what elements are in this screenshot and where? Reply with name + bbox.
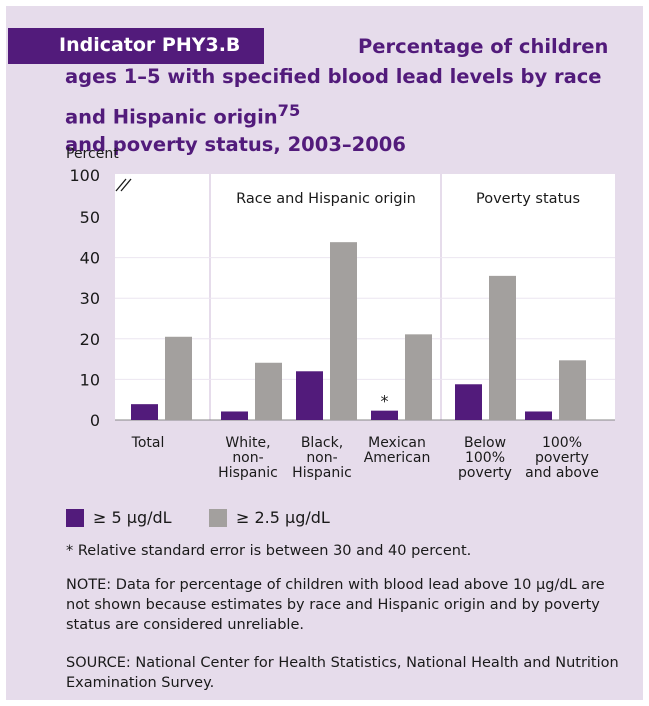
bar-5-cat-1	[221, 411, 248, 420]
legend-item-5: ≥ 5 µg/dL	[66, 507, 172, 529]
chart-title-line-1: Percentage of children	[358, 35, 609, 58]
y-axis-label: Percent	[66, 146, 119, 162]
note: NOTE: Data for percentage of children wi…	[66, 577, 605, 633]
chart-title-line-2: ages 1–5 with specified blood lead level…	[65, 65, 602, 88]
y-tick-label-50: 50	[80, 208, 100, 227]
category-label-5-line-0: 100%	[542, 435, 582, 451]
category-label-5-line-2: and above	[525, 465, 599, 481]
legend-swatch-2-5	[209, 509, 227, 527]
indicator-tab	[8, 28, 264, 64]
bar-2-5-cat-1	[255, 362, 282, 420]
group-label-2: Poverty status	[476, 191, 580, 207]
category-label-1-line-1: non-	[232, 450, 263, 466]
legend-swatch-5	[66, 509, 84, 527]
bar-5-cat-0	[131, 404, 158, 420]
bar-2-5-cat-3	[405, 334, 432, 420]
category-label-1-line-0: White,	[225, 435, 270, 451]
category-label-2-line-0: Black,	[301, 435, 343, 451]
chart-title-line-3: and Hispanic origin75	[65, 98, 300, 131]
chart-title-line-4: and poverty status, 2003–2006	[65, 133, 406, 156]
bar-5-cat-5	[525, 411, 552, 420]
category-label-1-line-2: Hispanic	[218, 465, 278, 481]
bar-2-5-cat-2	[330, 242, 357, 420]
bar-2-5-cat-0	[165, 336, 192, 420]
group-label-1: Race and Hispanic origin	[236, 191, 416, 207]
title-footnote-ref: 75	[277, 101, 301, 120]
bar-5-cat-2	[296, 371, 323, 420]
annotation-asterisk: *	[381, 392, 389, 411]
y-tick-label-40: 40	[80, 249, 100, 268]
category-label-5-line-1: poverty	[535, 450, 589, 466]
legend-item-2-5: ≥ 2.5 µg/dL	[209, 507, 330, 529]
category-label-4-line-2: poverty	[458, 465, 512, 481]
bar-2-5-cat-4	[489, 275, 516, 420]
category-label-2-line-1: non-	[306, 450, 337, 466]
legend-label-5: ≥ 5 µg/dL	[93, 508, 172, 527]
category-label-2-line-2: Hispanic	[292, 465, 352, 481]
legend-label-2-5: ≥ 2.5 µg/dL	[236, 508, 330, 527]
category-label-4-line-0: Below	[464, 435, 506, 451]
category-label-4-line-1: 100%	[465, 450, 505, 466]
y-tick-label-10: 10	[80, 370, 100, 389]
indicator-label: Indicator PHY3.B	[59, 34, 241, 56]
category-label-3-line-1: American	[364, 450, 431, 466]
title-text: and Hispanic origin	[65, 105, 278, 129]
category-label-3-line-0: Mexican	[368, 435, 426, 451]
y-tick-label-0: 0	[90, 411, 100, 430]
y-tick-label-100: 100	[69, 166, 100, 185]
category-label-0-line-0: Total	[131, 435, 165, 451]
y-tick-label-30: 30	[80, 289, 100, 308]
source: SOURCE: National Center for Health Stati…	[66, 655, 619, 691]
axis-break-mark-2	[120, 178, 132, 192]
bar-5-cat-3	[371, 410, 398, 420]
axis-break-mark-1	[115, 178, 127, 192]
bar-2-5-cat-5	[559, 360, 586, 420]
y-tick-label-20: 20	[80, 330, 100, 349]
bar-5-cat-4	[455, 384, 482, 420]
footnote: * Relative standard error is between 30 …	[66, 543, 472, 559]
